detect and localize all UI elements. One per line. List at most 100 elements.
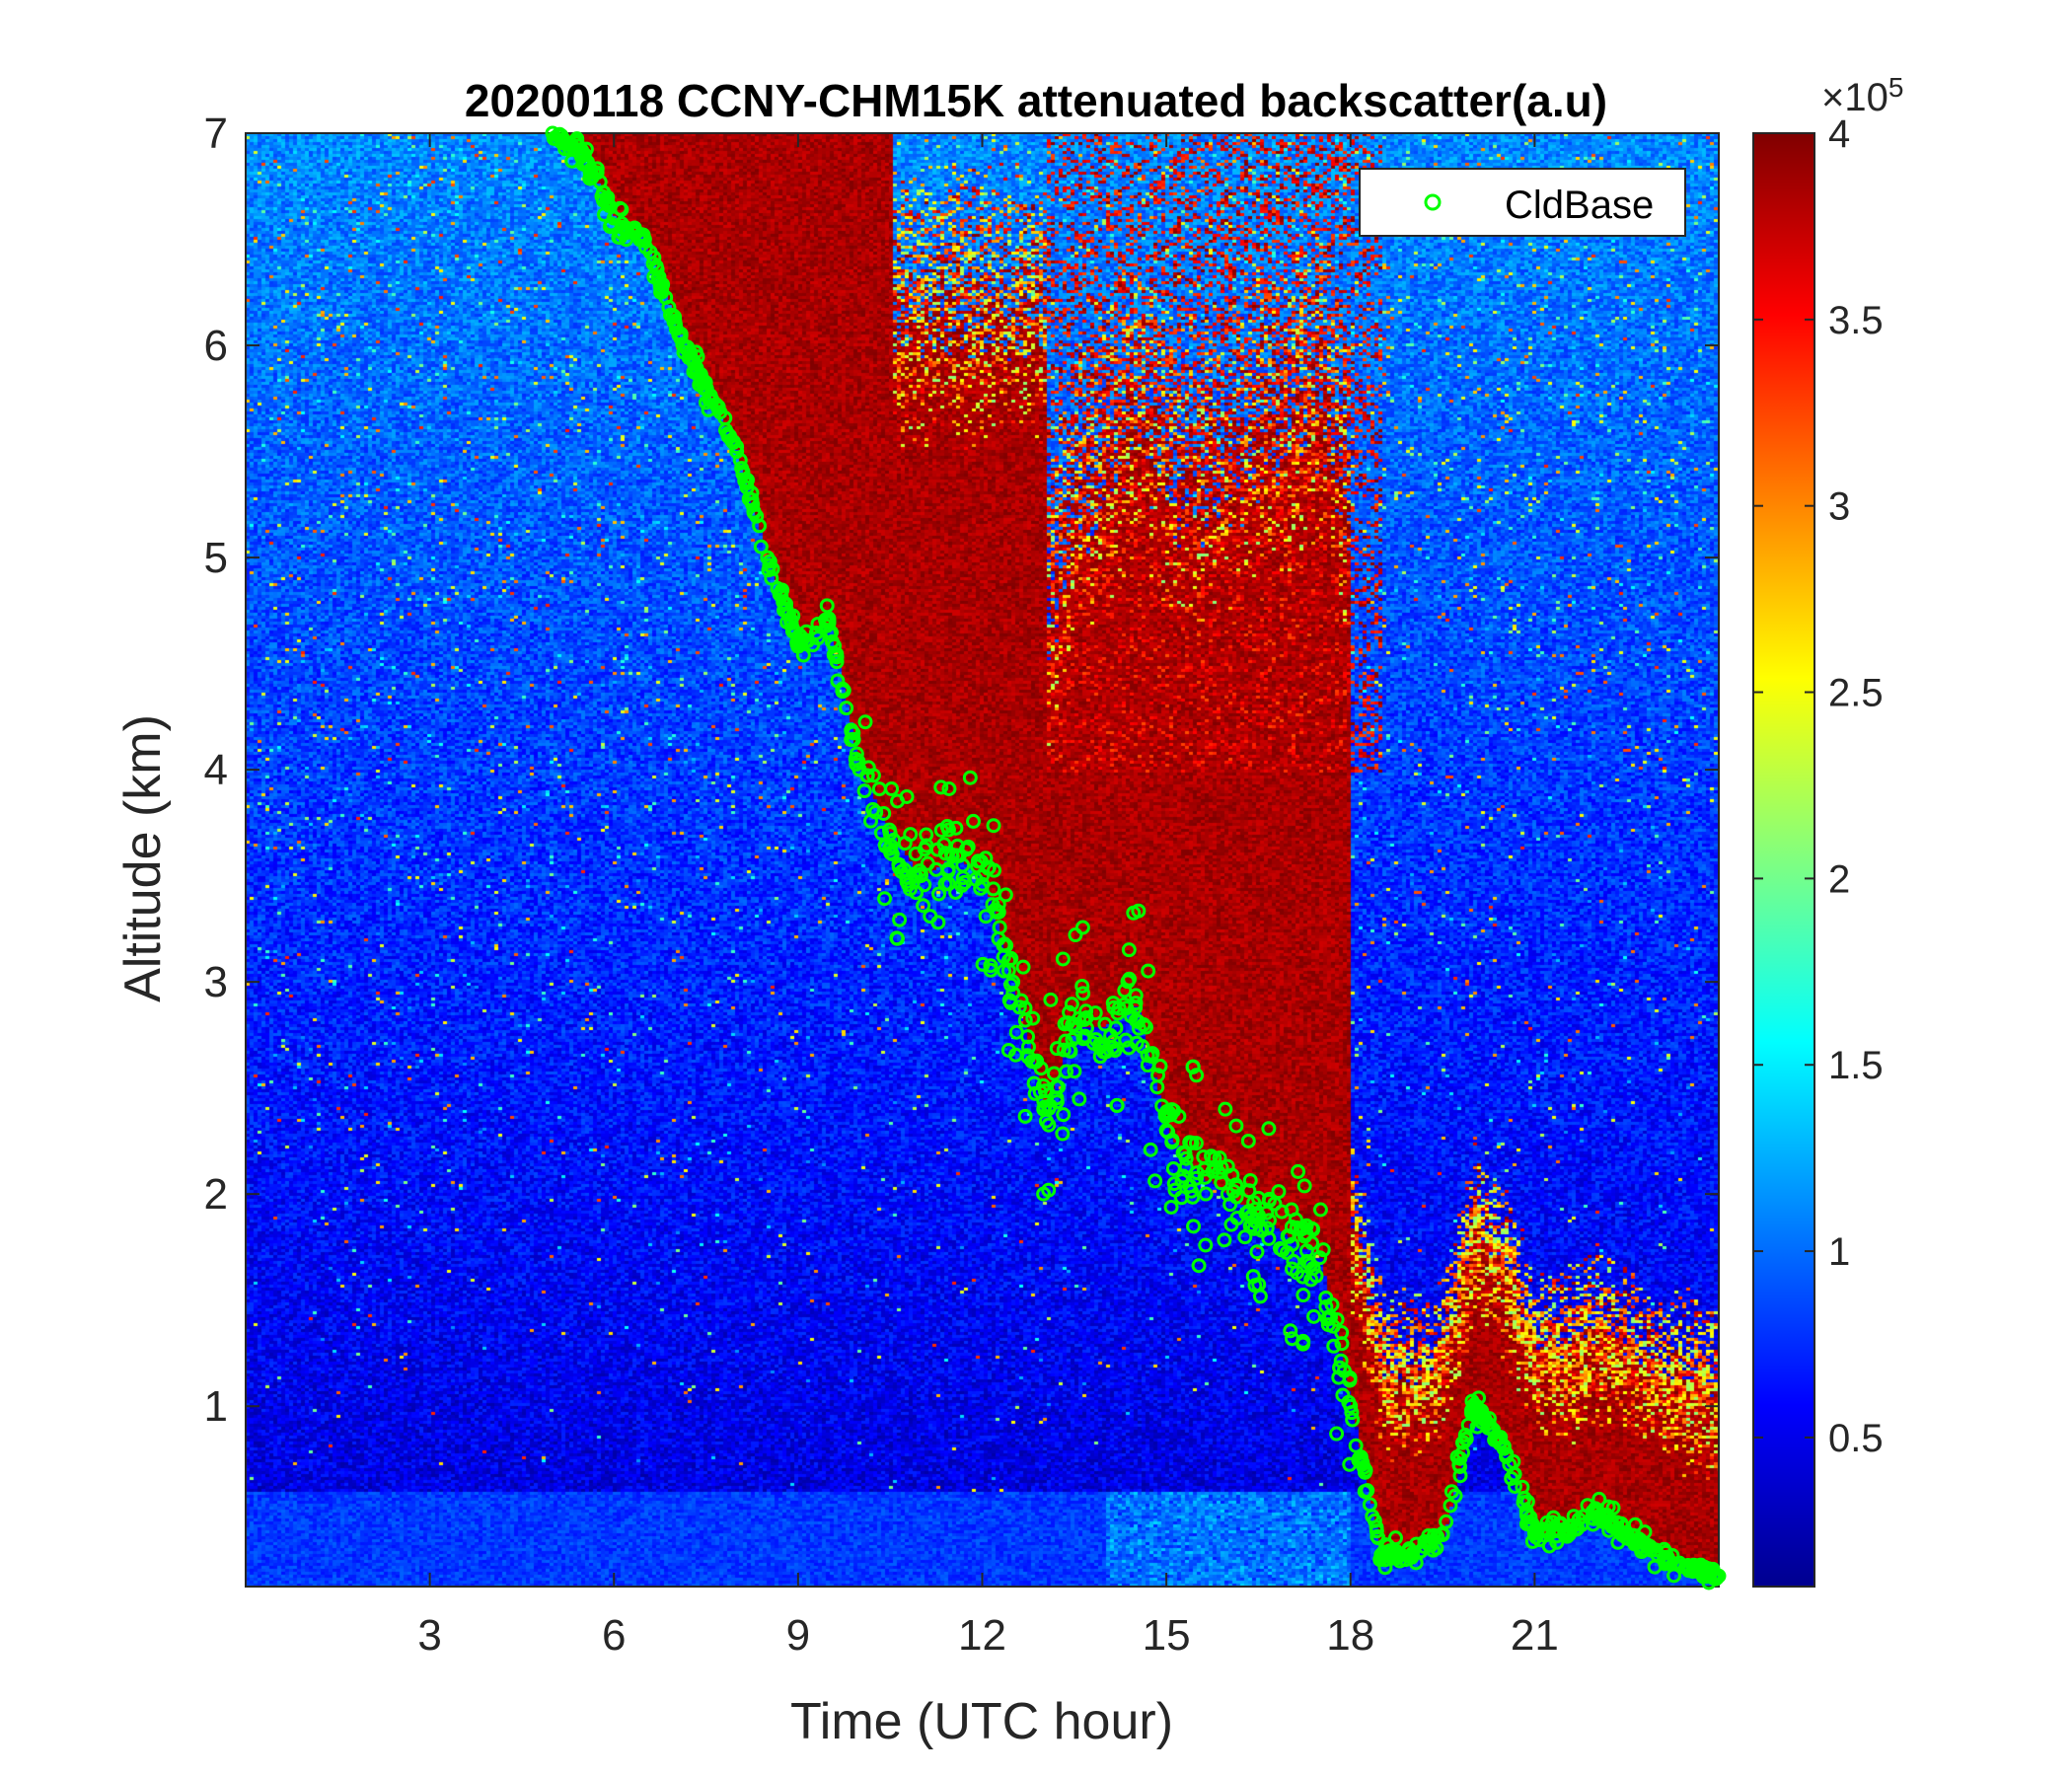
cldbase-point xyxy=(1291,1163,1306,1179)
cldbase-point xyxy=(1228,1189,1244,1205)
cldbase-point xyxy=(1686,1557,1702,1573)
cldbase-point xyxy=(732,452,748,468)
cldbase-point xyxy=(1026,1075,1042,1091)
cldbase-point xyxy=(909,884,925,900)
legend[interactable]: CldBase xyxy=(1359,168,1686,237)
cldbase-point xyxy=(764,570,779,586)
cldbase-point xyxy=(1189,1170,1205,1186)
cldbase-point xyxy=(1129,1035,1145,1051)
cldbase-point xyxy=(836,683,851,699)
cldbase-point xyxy=(884,847,900,862)
cldbase-point xyxy=(821,614,837,629)
cldbase-point xyxy=(753,539,769,555)
cldbase-point xyxy=(1015,959,1031,975)
cldbase-point xyxy=(1507,1466,1522,1482)
cldbase-point xyxy=(975,956,991,972)
cldbase-point xyxy=(1218,1101,1233,1117)
cldbase-point xyxy=(1131,903,1147,919)
cldbase-point xyxy=(1149,1079,1165,1095)
cldbase-point xyxy=(966,813,982,829)
x-tick-label: 18 xyxy=(1326,1611,1374,1660)
cldbase-point xyxy=(1108,1020,1124,1036)
cldbase-point xyxy=(871,781,887,797)
cldbase-point xyxy=(1064,997,1079,1012)
legend-entry-cldbase: CldBase xyxy=(1505,184,1654,227)
cldbase-point xyxy=(844,732,859,748)
cldbase-point xyxy=(550,127,565,143)
cldbase-point xyxy=(877,891,893,907)
cldbase-point xyxy=(970,853,986,869)
cldbase-point xyxy=(1485,1423,1501,1439)
cldbase-point xyxy=(1163,1199,1179,1215)
cldbase-point xyxy=(1056,1042,1072,1058)
cldbase-point xyxy=(1439,1514,1454,1529)
cldbase-point xyxy=(1067,1064,1082,1079)
cldbase-point xyxy=(1306,1308,1322,1324)
cldbase-point xyxy=(1369,1519,1384,1535)
cldbase-point xyxy=(1238,1206,1254,1221)
cldbase-point xyxy=(1092,1049,1108,1065)
cldbase-point xyxy=(1318,1299,1334,1315)
cldbase-point xyxy=(1293,1221,1308,1237)
cldbase-point xyxy=(1261,1121,1277,1137)
cldbase-point xyxy=(1331,1369,1347,1385)
cldbase-point xyxy=(1198,1237,1214,1253)
chart-title: 20200118 CCNY-CHM15K attenuated backscat… xyxy=(465,75,1607,126)
cldbase-point xyxy=(876,805,892,821)
cldbase-point xyxy=(992,920,1007,935)
cldbase-point xyxy=(991,904,1006,920)
cldbase-point xyxy=(795,647,811,663)
cldbase-point xyxy=(720,428,736,444)
cldbase-point xyxy=(939,819,955,835)
cldbase-point xyxy=(1516,1495,1531,1511)
cldbase-point xyxy=(778,596,794,612)
cldbase-point xyxy=(686,364,702,380)
cldbase-point xyxy=(680,339,696,355)
cldbase-point xyxy=(1191,1258,1207,1274)
cldbase-point xyxy=(1072,1091,1087,1107)
cldbase-point xyxy=(826,647,842,663)
cldbase-point xyxy=(1585,1504,1600,1519)
cldbase-point xyxy=(1240,1133,1256,1148)
cldbase-point xyxy=(1566,1517,1582,1533)
cldbase-point xyxy=(1243,1218,1259,1233)
cldbase-point xyxy=(620,225,635,241)
cldbase-point xyxy=(1274,1204,1290,1220)
cldbase-point xyxy=(1184,1135,1200,1150)
colorbar-tick-label: 4 xyxy=(1828,112,1850,156)
cldbase-point xyxy=(1068,927,1083,943)
y-axis: 1 2 3 4 5 6 7 xyxy=(204,110,1719,1431)
cldbase-point xyxy=(1312,1202,1328,1218)
cldbase-point xyxy=(600,196,616,212)
y-tick-label: 3 xyxy=(204,958,228,1006)
cldbase-point xyxy=(1625,1532,1641,1548)
cldbase-point xyxy=(1662,1553,1677,1569)
cldbase-point xyxy=(703,388,718,404)
x-axis-label: Time (UTC hour) xyxy=(790,1693,1173,1750)
y-tick-label: 2 xyxy=(204,1170,228,1219)
cldbase-point xyxy=(962,770,978,785)
x-tick-label: 3 xyxy=(417,1611,441,1660)
cldbase-point xyxy=(1141,963,1156,979)
cldbase-point xyxy=(981,859,997,875)
cldbase-point xyxy=(735,467,751,482)
cldbase-point xyxy=(1143,1142,1158,1157)
cldbase-point xyxy=(1518,1516,1534,1531)
cldbase-point xyxy=(1117,997,1133,1012)
cldbase-point xyxy=(1591,1491,1607,1507)
colorbar-tick-label: 0.5 xyxy=(1828,1417,1884,1460)
cldbase-point xyxy=(739,480,755,495)
cldbase-point xyxy=(1443,1484,1459,1500)
cldbase-point xyxy=(1056,1107,1072,1123)
cldbase-point xyxy=(941,781,957,797)
cldbase-point xyxy=(1362,1497,1377,1513)
cldbase-point xyxy=(1055,1126,1071,1142)
cldbase-point xyxy=(1515,1479,1530,1495)
cldbase-point xyxy=(998,887,1013,903)
cldbase-point xyxy=(1262,1213,1278,1228)
cldbase-point xyxy=(1261,1193,1277,1209)
colorbar-tick-label: 2.5 xyxy=(1828,672,1884,715)
cldbase-point xyxy=(1632,1532,1648,1548)
cldbase-point xyxy=(1405,1545,1421,1561)
